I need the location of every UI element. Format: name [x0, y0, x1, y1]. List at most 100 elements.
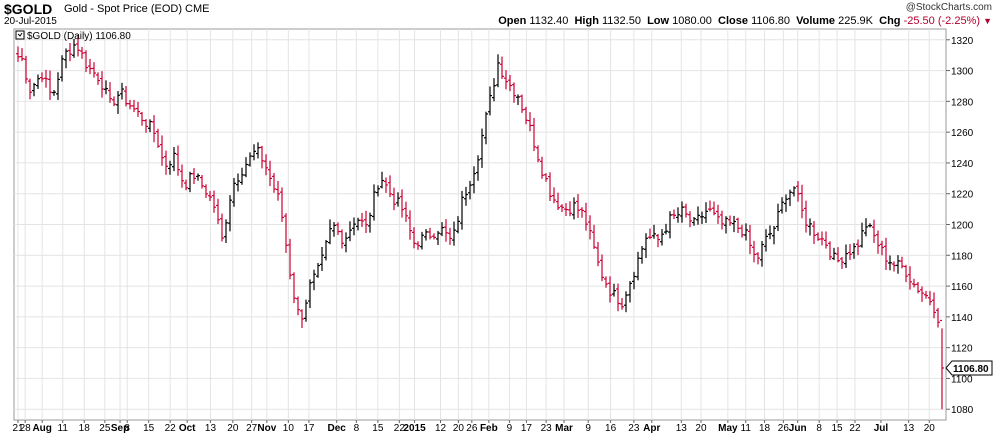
ohlc-bar: [176, 145, 180, 176]
ohlc-bar: [140, 111, 144, 126]
chart-date: 20-Jul-2015: [4, 16, 57, 27]
ohlc-bar: [152, 115, 156, 143]
x-tick-label: Sep: [111, 423, 129, 434]
exchange-text: CME: [185, 3, 210, 15]
ohlc-bar: [76, 35, 80, 57]
ohlc-bar: [756, 252, 760, 265]
y-tick-label: 1080: [951, 405, 974, 416]
x-tick-label: 13: [676, 423, 688, 434]
ohlc-bar: [420, 231, 424, 250]
y-tick-label: 1200: [951, 221, 974, 232]
down-arrow-icon: ▼: [983, 16, 992, 26]
ohlc-bar: [648, 228, 652, 240]
ohlc-bar: [84, 50, 88, 73]
x-tick-label: 11: [741, 423, 752, 434]
ohlc-bar: [908, 266, 912, 290]
ohlc-bar: [444, 219, 448, 242]
ohlc-bar: [200, 174, 204, 189]
ohlc-bar: [812, 221, 816, 244]
ohlc-bar: [940, 319, 944, 410]
brand-logo: @StockCharts.com: [905, 2, 992, 13]
y-tick-label: 1240: [951, 159, 974, 170]
ohlc-bar: [636, 251, 640, 281]
ohlc-bar: [776, 203, 780, 232]
ohlc-bar: [376, 185, 380, 197]
x-tick-label: 17: [521, 423, 533, 434]
ohlc-bar: [860, 222, 864, 248]
ohlc-bar: [480, 128, 484, 168]
y-tick-label: 1140: [951, 313, 973, 324]
low-label: Low: [647, 15, 670, 27]
ohlc-bar: [368, 212, 372, 233]
ohlc-bar: [380, 171, 384, 189]
ohlc-bar: [600, 254, 604, 282]
symbol-description: Gold - Spot Price (EOD) CME: [64, 3, 210, 15]
ohlc-bar: [732, 215, 736, 233]
ohlc-bar: [216, 198, 220, 225]
x-tick-label: 20: [227, 423, 239, 434]
y-axis-labels: 1080 1100 1120 1140 1160 1180 1200 1220 1240 1260…: [946, 36, 974, 416]
symbol-label: $GOLD: [4, 1, 53, 17]
ohlc-bar: [664, 223, 668, 235]
ohlc-bar: [360, 212, 364, 228]
ohlc-bar: [740, 224, 744, 238]
x-tick-label: 15: [143, 423, 155, 434]
ohlc-bar: [816, 232, 820, 241]
ohlc-bar: [400, 189, 404, 218]
ohlc-bar: [596, 241, 600, 267]
ohlc-bar: [40, 72, 44, 83]
ohlc-bar: [920, 286, 924, 302]
open-label: Open: [498, 15, 527, 27]
ohlc-bar: [416, 241, 420, 250]
ohlc-bar: [352, 217, 356, 236]
ohlc-bar: [100, 71, 104, 98]
x-tick-label: 21: [12, 423, 24, 434]
ohlc-bar: [724, 216, 728, 234]
ohlc-bar: [544, 173, 548, 182]
ohlc-bar: [872, 219, 876, 243]
ohlc-bar: [116, 91, 120, 114]
x-tick-label: Oct: [179, 423, 196, 434]
ohlc-bar: [616, 283, 620, 312]
ohlc-bar: [632, 271, 636, 290]
ohlc-bar: [508, 75, 512, 92]
ohlc-bar: [436, 230, 440, 246]
x-tick-label: 20: [695, 423, 707, 434]
ohlc-bar: [568, 201, 572, 217]
x-tick-label: 22: [165, 423, 177, 434]
ohlc-bar: [540, 156, 544, 179]
ohlc-bar: [936, 307, 940, 328]
ohlc-bar: [580, 207, 584, 218]
x-tick-label: Mar: [555, 423, 573, 434]
ohlc-bar: [476, 155, 480, 181]
ohlc-bar: [60, 55, 64, 82]
ohlc-bar: [892, 261, 896, 272]
y-tick-label: 1180: [951, 251, 973, 262]
ohlc-bar: [492, 78, 496, 102]
x-tick-label: Jun: [789, 423, 807, 434]
ohlc-bar: [564, 203, 568, 217]
ohlc-bar: [132, 99, 136, 113]
ohlc-bar: [876, 230, 880, 254]
ohlc-bar: [716, 204, 720, 224]
ohlc-bars: [16, 35, 944, 410]
x-tick-label: 25: [99, 423, 111, 434]
x-tick-label: 11: [58, 423, 69, 434]
x-tick-label: 8: [816, 423, 822, 434]
y-tick-label: 1160: [951, 282, 973, 293]
ohlc-bar: [204, 184, 208, 198]
ohlc-bar: [824, 231, 828, 249]
ohlc-bar: [532, 117, 536, 152]
ohlc-bar: [96, 72, 100, 85]
x-tick-label: 16: [605, 423, 617, 434]
last-price-box: [945, 360, 993, 376]
ohlc-bar: [612, 283, 616, 297]
last-price-label: 1106.80: [953, 364, 989, 375]
ohlc-bar: [68, 43, 72, 62]
ohlc-bar: [928, 291, 932, 306]
close-label: Close: [718, 15, 748, 27]
chart-legend: $GOLD (Daily) 1106.80: [15, 30, 131, 42]
ohlc-bar: [460, 190, 464, 230]
ohlc-bar: [844, 244, 848, 268]
ohlc-bar: [760, 240, 764, 267]
